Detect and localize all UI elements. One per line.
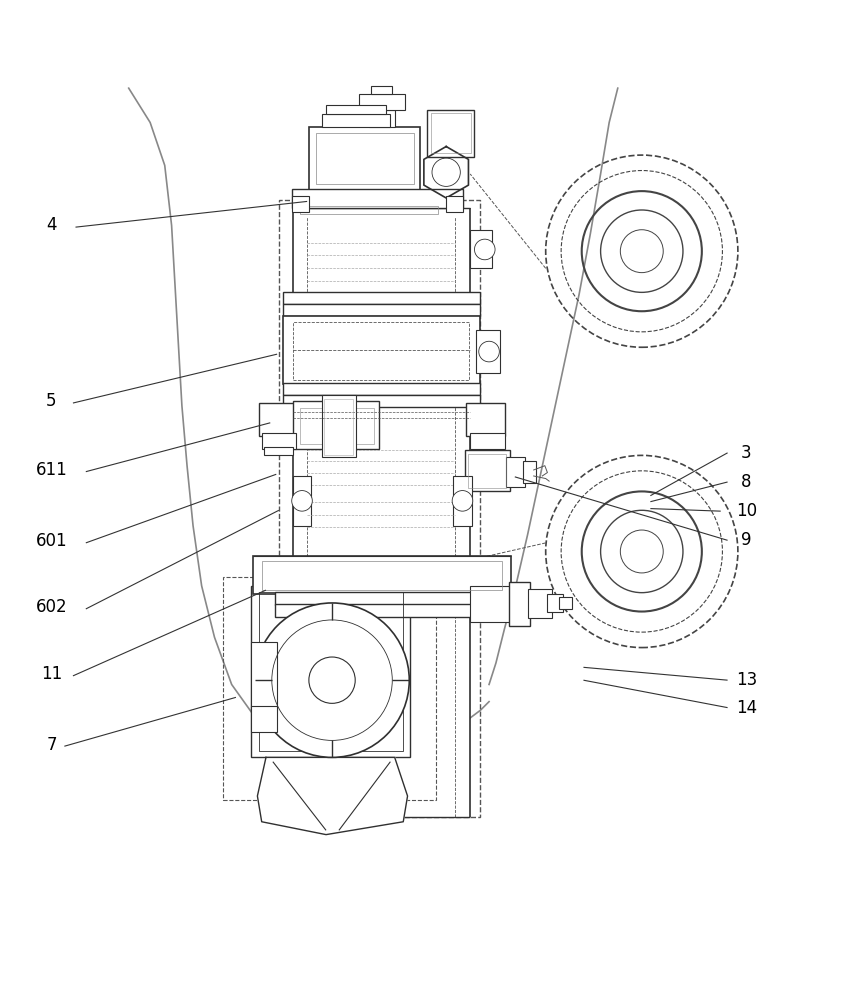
Text: 13: 13	[736, 671, 757, 689]
Polygon shape	[424, 147, 468, 198]
Bar	[476, 330, 500, 373]
Text: 3: 3	[741, 444, 752, 462]
Bar	[326, 105, 386, 114]
Bar	[466, 403, 505, 436]
Bar	[509, 582, 530, 626]
Bar	[465, 450, 510, 491]
Bar	[322, 114, 390, 127]
Bar	[470, 230, 492, 268]
Text: 602: 602	[36, 598, 67, 616]
Bar	[259, 403, 298, 436]
Bar	[279, 200, 480, 817]
Bar	[293, 476, 311, 526]
Bar	[251, 586, 410, 757]
Bar	[262, 433, 296, 449]
Bar	[283, 304, 480, 316]
Bar	[427, 110, 474, 157]
Circle shape	[255, 603, 409, 757]
Bar	[371, 86, 392, 94]
Circle shape	[474, 239, 495, 260]
Text: 8: 8	[741, 473, 752, 491]
Bar	[259, 592, 403, 751]
Bar	[468, 454, 506, 488]
Polygon shape	[257, 757, 408, 835]
Bar	[292, 196, 309, 212]
Bar	[523, 461, 536, 483]
Text: 9: 9	[741, 531, 752, 549]
Bar	[470, 433, 505, 449]
Bar	[292, 189, 463, 208]
Bar	[293, 208, 470, 817]
Text: 10: 10	[736, 502, 757, 520]
Bar	[528, 589, 552, 618]
Bar	[369, 110, 395, 127]
Bar	[251, 642, 277, 710]
Bar	[275, 604, 489, 617]
Bar	[470, 586, 513, 622]
Circle shape	[479, 341, 499, 362]
Bar	[275, 592, 489, 605]
Circle shape	[292, 491, 312, 511]
Bar	[446, 196, 463, 212]
Circle shape	[452, 491, 473, 511]
Bar	[506, 457, 525, 487]
Text: 601: 601	[36, 532, 67, 550]
Bar	[359, 94, 405, 110]
Text: 14: 14	[736, 699, 757, 717]
Text: 611: 611	[35, 461, 68, 479]
Text: 4: 4	[46, 216, 57, 234]
Bar	[293, 322, 469, 380]
Bar	[223, 577, 436, 800]
Bar	[283, 316, 480, 384]
Circle shape	[309, 657, 355, 703]
Bar	[547, 594, 563, 612]
Text: 5: 5	[46, 392, 57, 410]
Bar	[283, 292, 480, 304]
Bar	[300, 408, 374, 444]
Bar	[324, 399, 353, 455]
Bar	[251, 706, 277, 732]
Bar	[309, 127, 420, 191]
Bar	[431, 113, 471, 153]
Bar	[264, 447, 293, 455]
Bar	[453, 476, 472, 526]
Bar	[316, 133, 414, 184]
Bar	[322, 395, 356, 457]
Bar	[283, 383, 480, 395]
Bar	[253, 556, 511, 594]
Bar	[293, 401, 379, 449]
Bar	[283, 395, 480, 407]
Bar	[262, 561, 502, 590]
Bar	[300, 206, 438, 214]
Bar	[559, 597, 572, 609]
Text: 7: 7	[46, 736, 57, 754]
Text: 11: 11	[41, 665, 62, 683]
